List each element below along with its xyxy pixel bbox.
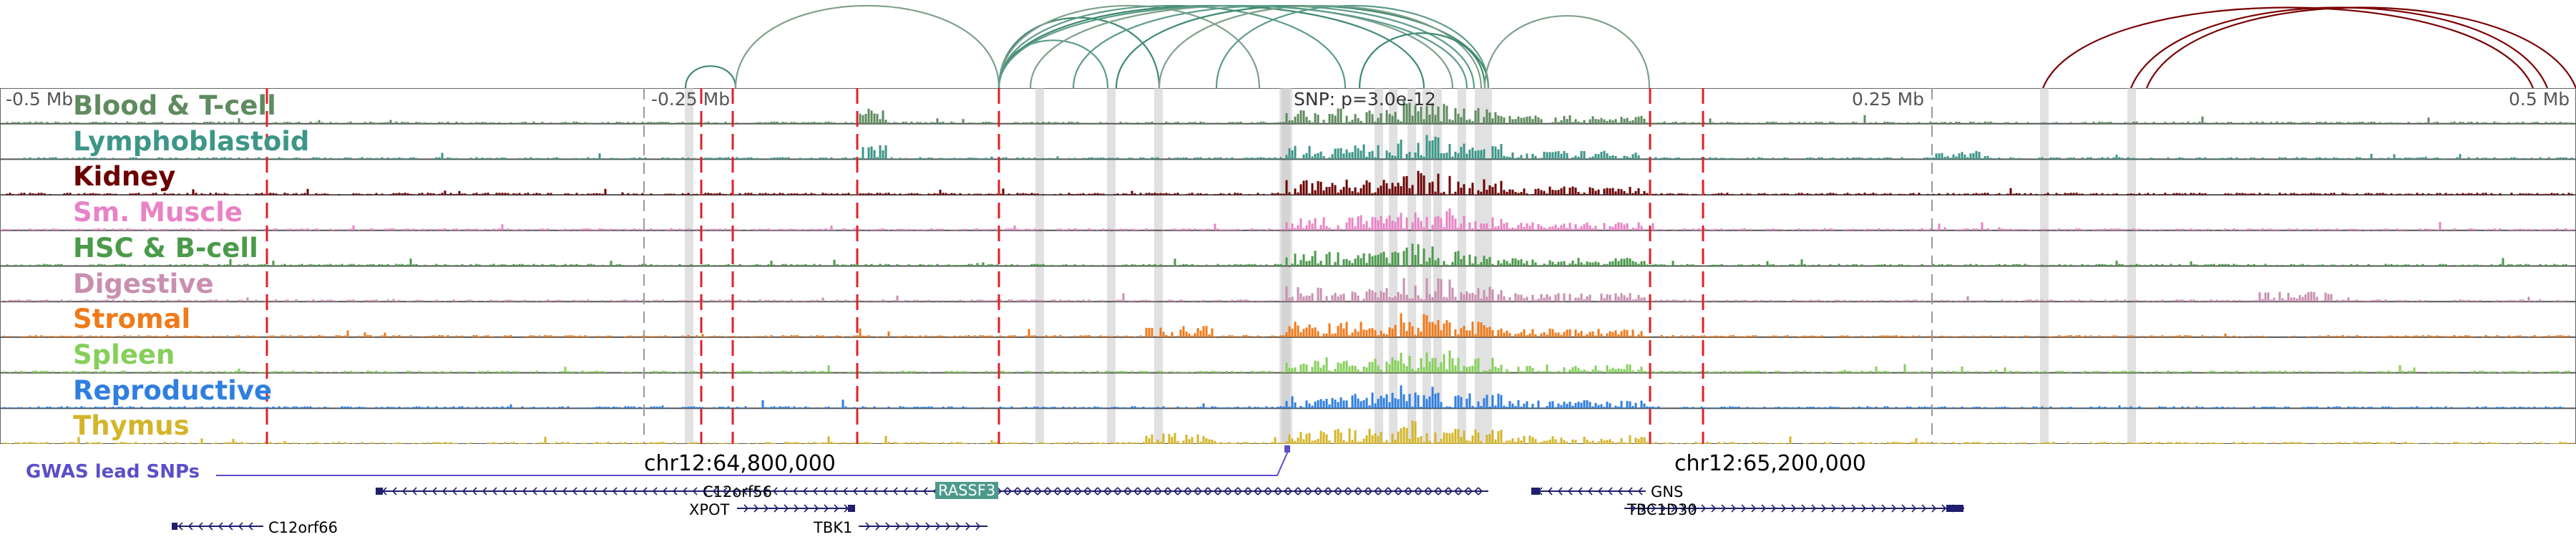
- interaction-arc: [684, 65, 737, 89]
- track-signal: [3, 350, 2570, 373]
- interaction-arc: [1158, 4, 1483, 89]
- exon: [848, 505, 855, 512]
- interaction-arc: [997, 16, 1161, 89]
- gene-label-gns[interactable]: GNS: [1651, 483, 1684, 500]
- track-name[interactable]: Sm. Muscle: [73, 197, 243, 228]
- gwas-connector: [216, 450, 1289, 476]
- track-name[interactable]: Digestive: [73, 268, 214, 299]
- gene-label-tbc1d30[interactable]: TBC1D30: [1627, 501, 1697, 518]
- exon: [1946, 505, 1963, 512]
- exon: [376, 488, 383, 495]
- interaction-arc: [997, 4, 1347, 89]
- gene-annotation-panel: [172, 445, 1964, 531]
- track-signal: [6, 135, 2573, 160]
- track-name[interactable]: Lymphoblastoid: [73, 125, 310, 157]
- interaction-arc: [2041, 6, 2534, 89]
- interaction-arcs: [684, 4, 2576, 89]
- gene-label-xpot[interactable]: XPOT: [689, 501, 730, 518]
- gwas-snp-marker: [1284, 445, 1290, 453]
- coordinate-label: chr12:64,800,000: [644, 451, 836, 476]
- track-signal: [3, 385, 2565, 409]
- interaction-arc: [1215, 5, 1490, 89]
- signal-tracks-panel: [0, 88, 2576, 444]
- track-signal: [6, 170, 2573, 195]
- track-name[interactable]: Thymus: [73, 410, 190, 442]
- gene-label-c12orf66[interactable]: C12orf66: [268, 519, 338, 536]
- snp-pvalue-label: SNP: p=3.0e-12: [1294, 89, 1436, 110]
- interaction-arc: [734, 4, 1000, 89]
- track-signal: [6, 100, 2573, 124]
- gene-label-rassf3[interactable]: RASSF3: [935, 482, 999, 499]
- track-signal: [3, 313, 2570, 337]
- gwas-lead-snps-label[interactable]: GWAS lead SNPs: [26, 461, 200, 483]
- coordinate-label: chr12:65,200,000: [1674, 451, 1866, 476]
- track-signal: [3, 420, 2573, 444]
- interaction-arc: [2129, 6, 2549, 89]
- gene-tbc1d30-strand: [1631, 504, 1957, 513]
- interaction-arc: [1115, 4, 1490, 89]
- track-name[interactable]: Stromal: [73, 304, 191, 335]
- exon: [172, 523, 177, 530]
- gene-label-c12orf56[interactable]: C12orf56: [703, 483, 772, 500]
- track-name[interactable]: Reproductive: [73, 374, 273, 406]
- track-signal: [0, 208, 2573, 231]
- interaction-arc: [997, 4, 1261, 89]
- track-signal: [6, 243, 2570, 266]
- exon: [1531, 488, 1540, 495]
- gene-tbk1-strand: [865, 522, 981, 531]
- interaction-arc: [997, 4, 1468, 89]
- track-signal: [0, 278, 2567, 302]
- interaction-arc: [1358, 32, 1486, 89]
- gene-xpot-strand: [743, 504, 849, 513]
- track-name[interactable]: Kidney: [73, 161, 176, 193]
- track-name[interactable]: Spleen: [73, 339, 175, 370]
- gene-c12orf66-strand: [177, 522, 253, 531]
- gene-label-tbk1[interactable]: TBK1: [814, 519, 853, 536]
- interaction-arc: [2145, 6, 2576, 89]
- track-name[interactable]: HSC & B-cell: [73, 232, 258, 263]
- track-name[interactable]: Blood & T-cell: [73, 90, 276, 121]
- interaction-arc: [1072, 4, 1475, 89]
- interaction-arc: [1483, 15, 1651, 89]
